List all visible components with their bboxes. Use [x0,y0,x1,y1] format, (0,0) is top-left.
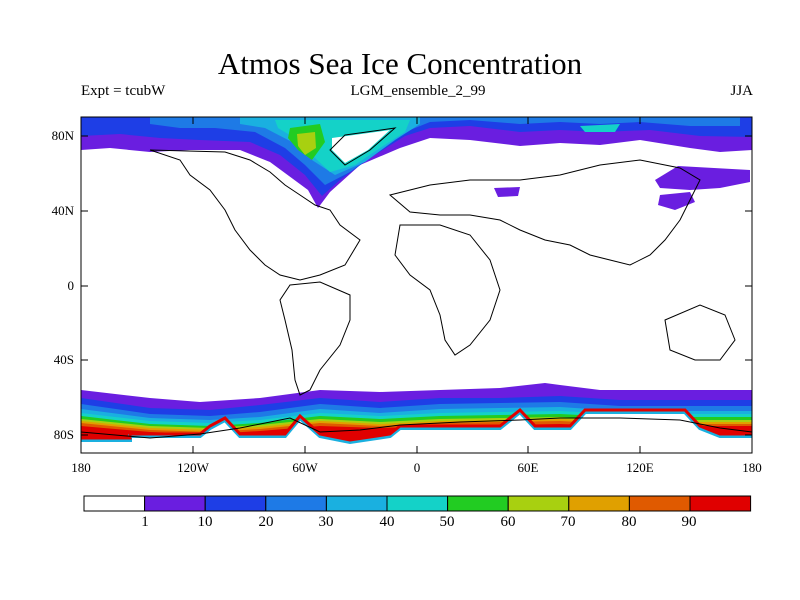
y-tick-label: 80N [51,128,74,143]
axis-ticks [80,117,753,453]
antarctic-ice-field [81,383,752,453]
colorbar-swatch [83,495,146,512]
y-tick-label: 40N [51,203,74,218]
colorbar-swatch [447,495,509,512]
x-tick-label: 180 [742,460,762,475]
colorbar-swatch [689,495,752,512]
colorbar-swatch [386,495,449,512]
colorbar-swatch [568,495,630,512]
colorbar-label: 40 [379,514,395,530]
x-tick-label: 120W [177,460,209,475]
colorbar-swatch [204,495,267,512]
map-panel [80,116,753,454]
colorbar-label: 90 [681,514,697,530]
colorbar-swatch [507,495,570,512]
x-tick-label: 0 [413,460,421,475]
colorbar-label: 50 [439,514,455,530]
colorbar-label: 1 [141,514,149,530]
season-label: JJA [730,83,753,99]
colorbar-label: 80 [621,514,637,530]
experiment-label: Expt = tcubW [81,83,166,99]
colorbar [83,495,752,512]
colorbar-label: 70 [560,514,576,530]
x-tick-label: 120E [626,460,654,475]
colorbar-swatch [628,495,691,512]
arctic-ice-field [81,117,752,210]
x-tick-label: 60E [517,460,539,475]
run-label: LGM_ensemble_2_99 [350,83,486,99]
colorbar-label: 10 [197,514,213,530]
colorbar-swatch [265,495,327,512]
y-tick-label: 40S [53,352,74,367]
x-tick-label: 180 [71,460,91,475]
y-tick-label: 0 [67,278,75,293]
chart-title: Atmos Sea Ice Concentration [217,46,583,81]
x-tick-label: 60W [292,460,318,475]
y-tick-label: 80S [53,427,74,442]
coastlines [80,127,753,439]
colorbar-swatch [144,495,206,512]
colorbar-label: 30 [318,514,334,530]
colorbar-label: 60 [500,514,516,530]
colorbar-label: 20 [258,514,274,530]
colorbar-swatch [325,495,388,512]
